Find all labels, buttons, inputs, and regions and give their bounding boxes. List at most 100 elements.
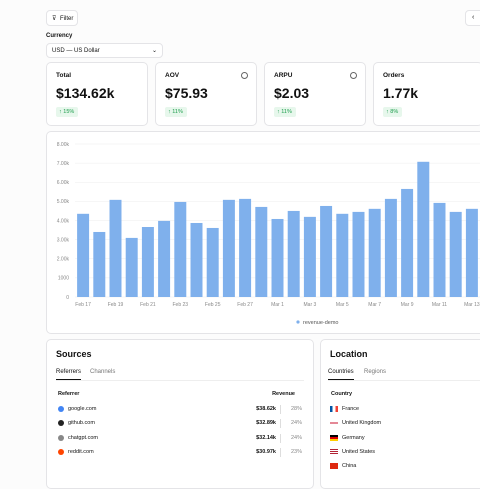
bar [449,211,462,297]
metric-value: 1.77k [383,85,419,101]
x-tick-label: Mar 11 [432,302,447,308]
separator [280,433,281,443]
bar [109,199,122,297]
metric-card: AOV $75.93 ↑ 11% [155,62,257,126]
source-row[interactable]: github.com $32.89k 24% [56,417,304,431]
column-header: Country [331,391,353,397]
change-text: 8% [390,109,399,115]
column-header: Revenue [272,391,295,397]
referrer: google.com [68,406,97,412]
x-tick-label: Mar 3 [304,302,317,308]
x-tick-label: Mar 13 [464,302,480,308]
metric-card: Orders 1.77k ↑ 8% [373,62,480,126]
arrow: ↑ [168,109,173,115]
tab[interactable]: Countries [328,369,354,380]
source-icon [58,406,64,412]
bar [141,227,154,297]
x-tick-label: Feb 25 [205,302,221,308]
referrer: reddit.com [68,448,94,455]
source-row[interactable]: chatgpt.com $32.14k 24% [56,432,304,446]
change-badge: ↑ 11% [165,107,187,117]
info-icon[interactable] [241,72,248,79]
referrer: github.com [68,420,95,427]
x-tick-label: Mar 1 [271,302,284,308]
currency-select[interactable]: USD — US Dollar ⌄ [46,43,163,58]
country-row[interactable]: United States [328,446,480,460]
x-tick-label: Feb 27 [237,302,253,308]
metric-value: $2.03 [274,85,310,101]
country: France [342,406,360,412]
separator [280,405,281,414]
change-badge: ↑ 15% [56,107,79,117]
bar [271,218,284,297]
source-row[interactable]: reddit.com $30.97k 23% [56,446,304,460]
revenue: $38.62k [256,406,276,412]
flag [330,463,338,470]
currency-label: Currency [46,33,73,39]
source-icon [58,448,64,455]
country: China [342,463,357,470]
chevron: ⌄ [151,48,157,54]
info-icon[interactable] [350,72,357,79]
change-text: 15% [63,109,75,115]
revenue: $30.97k [256,448,276,455]
bar [93,231,106,297]
bar [190,222,203,297]
card-title: Sources [56,349,92,359]
flag [330,420,338,427]
nav-icon: ‹ [472,14,475,21]
currency-value: USD — US Dollar [52,48,100,54]
country: United Kingdom [342,420,382,427]
metric-value: $75.93 [165,85,208,101]
tab[interactable]: Regions [364,369,387,375]
country-row[interactable]: Germany [328,432,480,446]
source-row[interactable]: google.com $38.62k 28% [56,403,304,417]
flag [330,434,338,441]
location-card: Location Countries Regions Country Franc… [320,339,480,489]
x-tick-label: Feb 21 [140,302,156,308]
tab[interactable]: Channels [90,369,116,375]
y-tick-label: 6.00k [57,180,70,186]
country-row[interactable]: China [328,460,480,474]
filter-button[interactable]: ⊽ Filter [46,10,78,26]
legend-label: revenue-demo [303,320,338,326]
separator [280,447,281,457]
separator [280,419,281,429]
change-text: 11% [172,109,183,115]
x-tick-label: Feb 17 [75,302,91,308]
y-tick-label: 2.00k [57,257,70,263]
bar [417,161,430,297]
x-tick-label: Mar 5 [336,302,349,308]
metric-title: Orders [383,72,405,79]
metric-title: Total [56,72,72,79]
bar [303,216,316,297]
x-tick-label: Feb 23 [173,302,189,308]
y-tick-label: 7.00k [57,161,70,167]
share: 24% [290,434,302,441]
filter-icon: ⊽ [52,16,57,22]
y-tick-label: 5.00k [57,199,70,205]
revenue: $32.89k [256,420,276,427]
country-row[interactable]: France [328,403,480,417]
tab[interactable]: Referrers [56,369,82,380]
sources-card: Sources Referrers Channels Referrer Reve… [46,339,314,489]
flag [330,406,338,412]
nav-button[interactable]: ‹ [465,10,480,26]
y-tick-label: 1000 [58,276,69,282]
divider [56,380,304,381]
share: 24% [290,420,302,427]
y-tick-label: 3.00k [57,237,70,243]
bar [206,227,219,297]
bar [287,210,300,297]
x-tick-label: Mar 9 [401,302,414,308]
country-row[interactable]: United Kingdom [328,417,480,431]
metric-title: ARPU [274,72,293,79]
revenue: $32.14k [256,434,276,441]
y-tick-label: 8.00k [57,142,70,148]
metric-value: $134.62k [56,85,115,101]
metric-title: AOV [165,72,180,79]
referrer: chatgpt.com [68,434,98,441]
x-tick-label: Mar 7 [368,302,381,308]
